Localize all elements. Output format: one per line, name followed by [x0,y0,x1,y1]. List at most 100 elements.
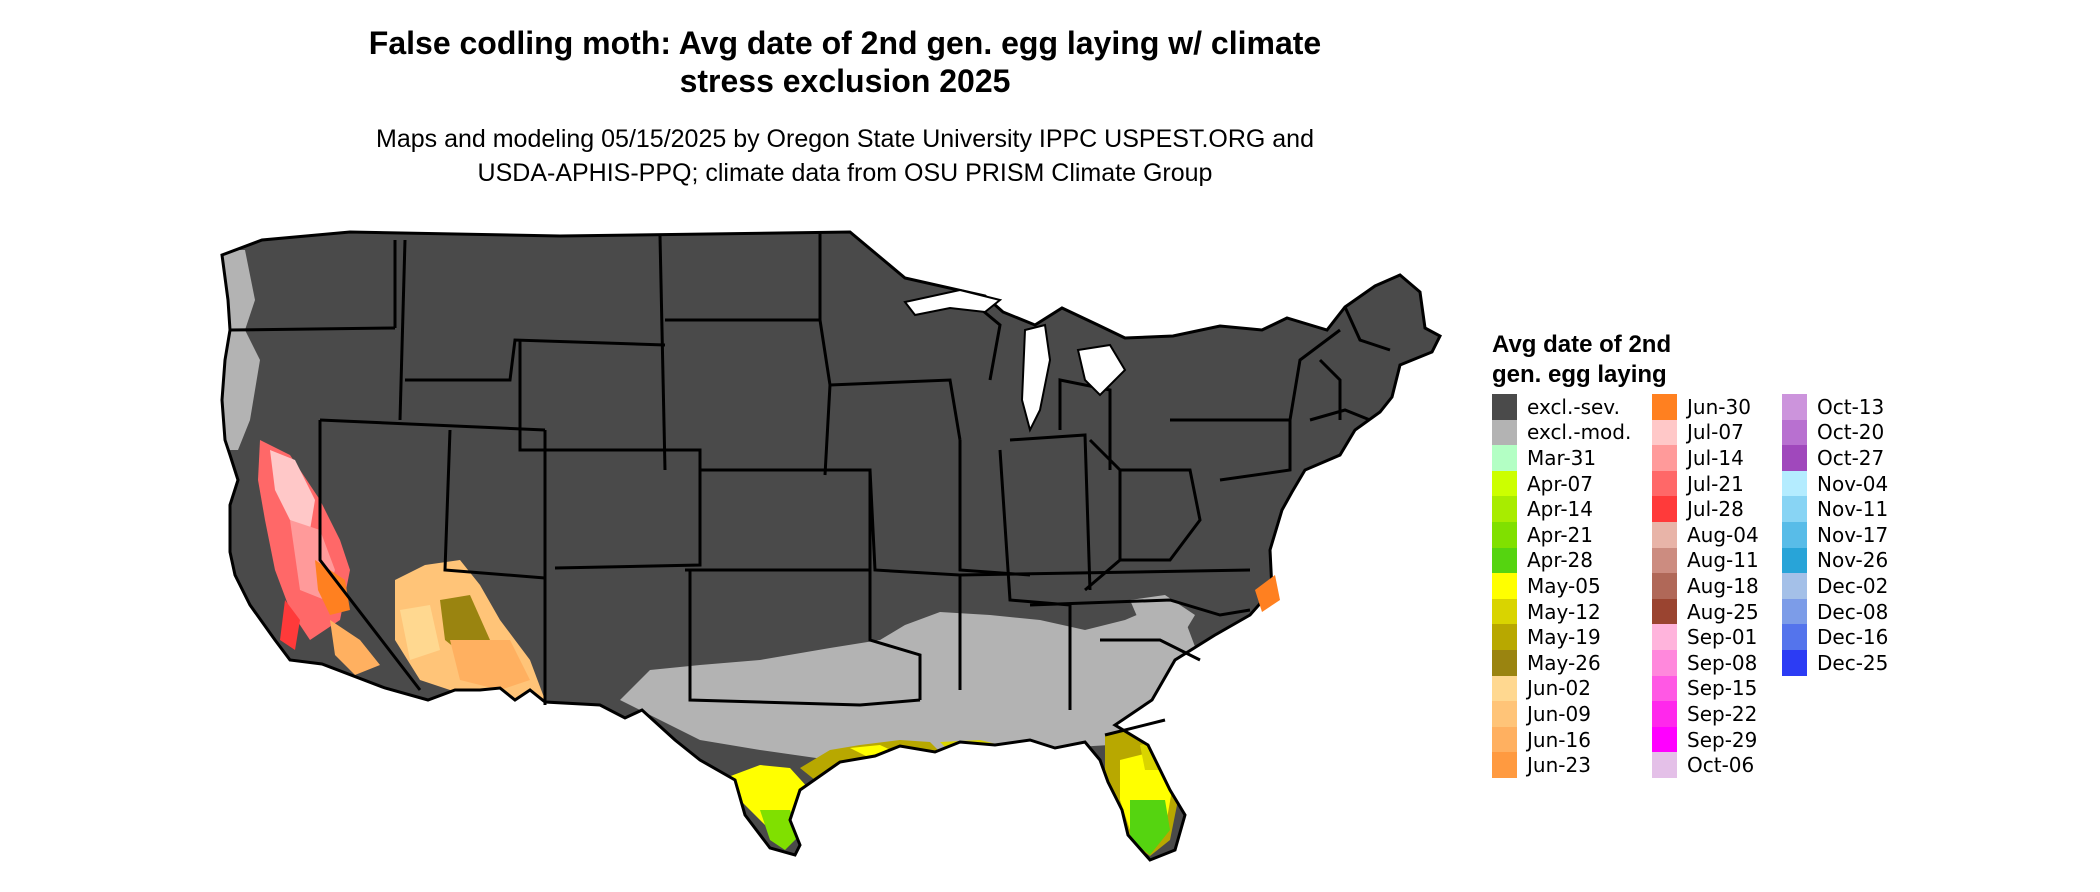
legend-item: Oct-20 [1782,419,1888,446]
legend-item: Sep-22 [1652,701,1759,727]
legend-label: Sep-01 [1687,625,1758,650]
legend-item: Jul-28 [1652,496,1759,522]
legend-swatch [1652,624,1677,650]
legend-item: Dec-08 [1782,598,1888,625]
legend-item: Aug-04 [1652,521,1759,548]
legend-item: Jun-16 [1492,726,1631,753]
legend-swatch [1782,496,1807,522]
legend-label: Aug-18 [1687,573,1759,598]
legend-item: excl.-mod. [1492,419,1632,446]
legend-swatch [1492,445,1517,471]
legend-item: Aug-18 [1652,573,1759,599]
legend-swatch [1652,649,1677,676]
great-lakes [903,288,1127,433]
legend-swatch [1492,496,1517,522]
legend-title: Avg date of 2nd gen. egg laying [1492,330,1752,390]
legend-swatch [1492,726,1517,753]
state-borders [220,230,1442,862]
legend-column-2: Jun-30 Jul-07 Jul-14 Jul-21 Jul-28 Aug-04 Aug-… [1652,394,1759,778]
legend-swatch [1652,573,1677,599]
legend-item: Dec-25 [1782,649,1888,676]
legend-swatch [1782,445,1807,471]
legend-label: excl.-sev. [1527,394,1620,419]
legend-item: Mar-31 [1492,445,1631,471]
legend-label: May-26 [1527,650,1601,675]
title-line-2: stress exclusion 2025 [679,63,1011,99]
legend-item: Nov-11 [1782,496,1888,522]
legend-swatch [1492,394,1517,420]
legend-item: Jun-02 [1492,675,1631,702]
legend-swatch [1652,726,1677,753]
legend-item: Jun-30 [1652,394,1759,420]
legend-swatch [1492,573,1517,599]
legend-swatch [1782,547,1807,574]
legend-item: Jun-23 [1492,752,1631,778]
legend-swatch [1492,419,1517,446]
legend-swatch [1782,394,1807,420]
legend-label: May-05 [1527,573,1601,598]
legend-swatch [1652,419,1677,446]
legend-label: excl.-mod. [1527,420,1632,445]
legend-label: Jul-07 [1687,420,1744,445]
legend-label: Sep-08 [1687,650,1758,675]
legend-label: Jun-30 [1687,394,1751,419]
legend-label: Jul-21 [1687,471,1744,496]
legend-item: Aug-11 [1652,547,1759,574]
outer-banks-region [1255,575,1280,612]
legend-item: Oct-27 [1782,445,1888,471]
legend-swatch [1652,598,1677,625]
legend-item: Sep-01 [1652,624,1759,650]
legend-label: Oct-27 [1817,445,1885,470]
legend-swatch [1782,573,1807,599]
legend-label: Jun-02 [1527,676,1591,701]
legend-label: Sep-15 [1687,676,1758,701]
legend-label: May-19 [1527,625,1601,650]
legend-item: Jul-07 [1652,419,1759,446]
map-title: False codling moth: Avg date of 2nd gen.… [270,24,1420,100]
legend-swatch [1782,649,1807,676]
legend-swatch [1652,752,1677,778]
legend-swatch [1492,675,1517,702]
legend-label: Jul-14 [1687,445,1744,470]
legend-label: Aug-11 [1687,548,1759,573]
legend-swatch [1492,701,1517,727]
legend-swatch [1492,752,1517,778]
legend-label: Sep-29 [1687,727,1758,752]
legend-title-line-2: gen. egg laying [1492,361,1667,388]
legend-swatch [1652,445,1677,471]
legend-swatch [1492,521,1517,548]
subtitle-line-2: USDA-APHIS-PPQ; climate data from OSU PR… [477,159,1213,187]
legend-item: Apr-07 [1492,470,1631,497]
legend-item: Nov-04 [1782,470,1889,497]
legend-item: Sep-08 [1652,649,1759,676]
legend-label: Nov-11 [1817,497,1889,522]
legend-label: Dec-16 [1817,625,1889,650]
map-subtitle: Maps and modeling 05/15/2025 by Oregon S… [270,122,1420,190]
legend-label: Jun-16 [1527,727,1591,752]
us-map [220,230,1442,862]
subtitle-line-1: Maps and modeling 05/15/2025 by Oregon S… [376,125,1314,153]
title-line-1: False codling moth: Avg date of 2nd gen.… [368,25,1322,61]
legend-item: Jun-09 [1492,701,1631,727]
legend-item: Apr-14 [1492,496,1631,522]
legend-item: excl.-sev. [1492,394,1631,420]
legend-title-line-1: Avg date of 2nd [1492,331,1672,358]
legend-swatch [1492,547,1517,574]
legend-label: Mar-31 [1527,445,1597,470]
legend-item: May-05 [1492,573,1631,599]
legend-swatch [1652,521,1677,548]
legend-label: Nov-04 [1817,471,1889,496]
legend-label: Sep-22 [1687,701,1758,726]
legend-item: Aug-25 [1652,598,1759,625]
legend-item: Sep-29 [1652,726,1759,753]
legend-item: Apr-28 [1492,547,1631,574]
legend-label: Oct-20 [1817,420,1885,445]
legend-label: Aug-04 [1687,522,1759,547]
legend-item: Sep-15 [1652,675,1759,702]
legend-label: May-12 [1527,599,1601,624]
legend-label: Oct-06 [1687,753,1755,778]
legend-swatch [1782,624,1807,650]
legend-swatch [1782,419,1807,446]
legend-label: Jul-28 [1687,497,1744,522]
legend-label: Jun-23 [1527,753,1591,778]
